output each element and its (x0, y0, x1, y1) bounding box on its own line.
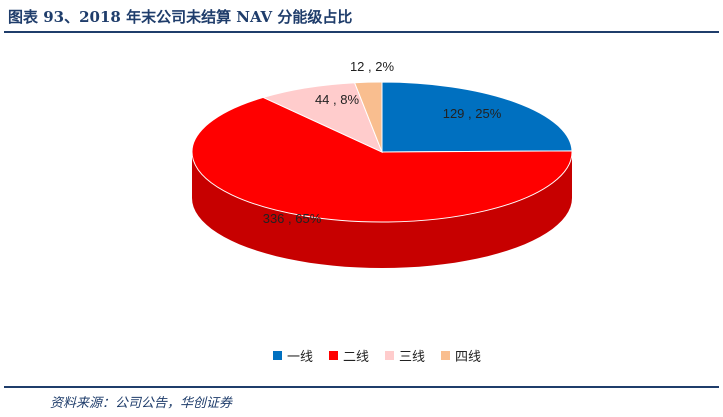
legend-swatch-tier1 (273, 351, 282, 360)
pie-slices (191, 81, 573, 223)
footer-divider (4, 386, 719, 388)
data-label-tier2: 336 , 65% (263, 211, 322, 226)
legend-label-tier4: 四线 (455, 350, 482, 365)
legend-item-tier2: 二线 (329, 346, 369, 365)
legend-swatch-tier4 (441, 351, 451, 360)
data-label-tier3: 44 , 8% (315, 92, 360, 107)
legend-item-tier4: 四线 (441, 346, 481, 365)
legend: 一线 二线 三线 四线 (273, 346, 481, 365)
legend-item-tier3: 三线 (385, 346, 425, 365)
pie-slice-tier1 (381, 81, 573, 153)
pie-slice-tier4 (353, 81, 383, 153)
legend-item-tier1: 一线 (273, 346, 313, 365)
legend-label-tier2: 二线 (343, 350, 370, 365)
title-divider (4, 31, 719, 33)
legend-swatch-tier3 (385, 351, 395, 360)
data-labels: 129 , 25% 336 , 65% 44 , 8% 12 , 2% (263, 59, 502, 226)
figure-title: 图表 93、2018 年末公司未结算 NAV 分能级占比 (8, 8, 353, 26)
pie-slice-tier3 (261, 82, 383, 153)
data-label-tier4: 12 , 2% (350, 59, 395, 74)
legend-swatch-tier2 (329, 351, 339, 360)
legend-label-tier1: 一线 (287, 350, 314, 365)
pie-slice-tier2 (191, 96, 573, 223)
source-note: 资料来源：公司公告，华创证券 (50, 396, 233, 411)
data-label-tier1: 129 , 25% (443, 106, 502, 121)
pie-sides (192, 152, 572, 268)
pie-side-tier2 (192, 152, 572, 268)
legend-label-tier3: 三线 (399, 350, 426, 365)
